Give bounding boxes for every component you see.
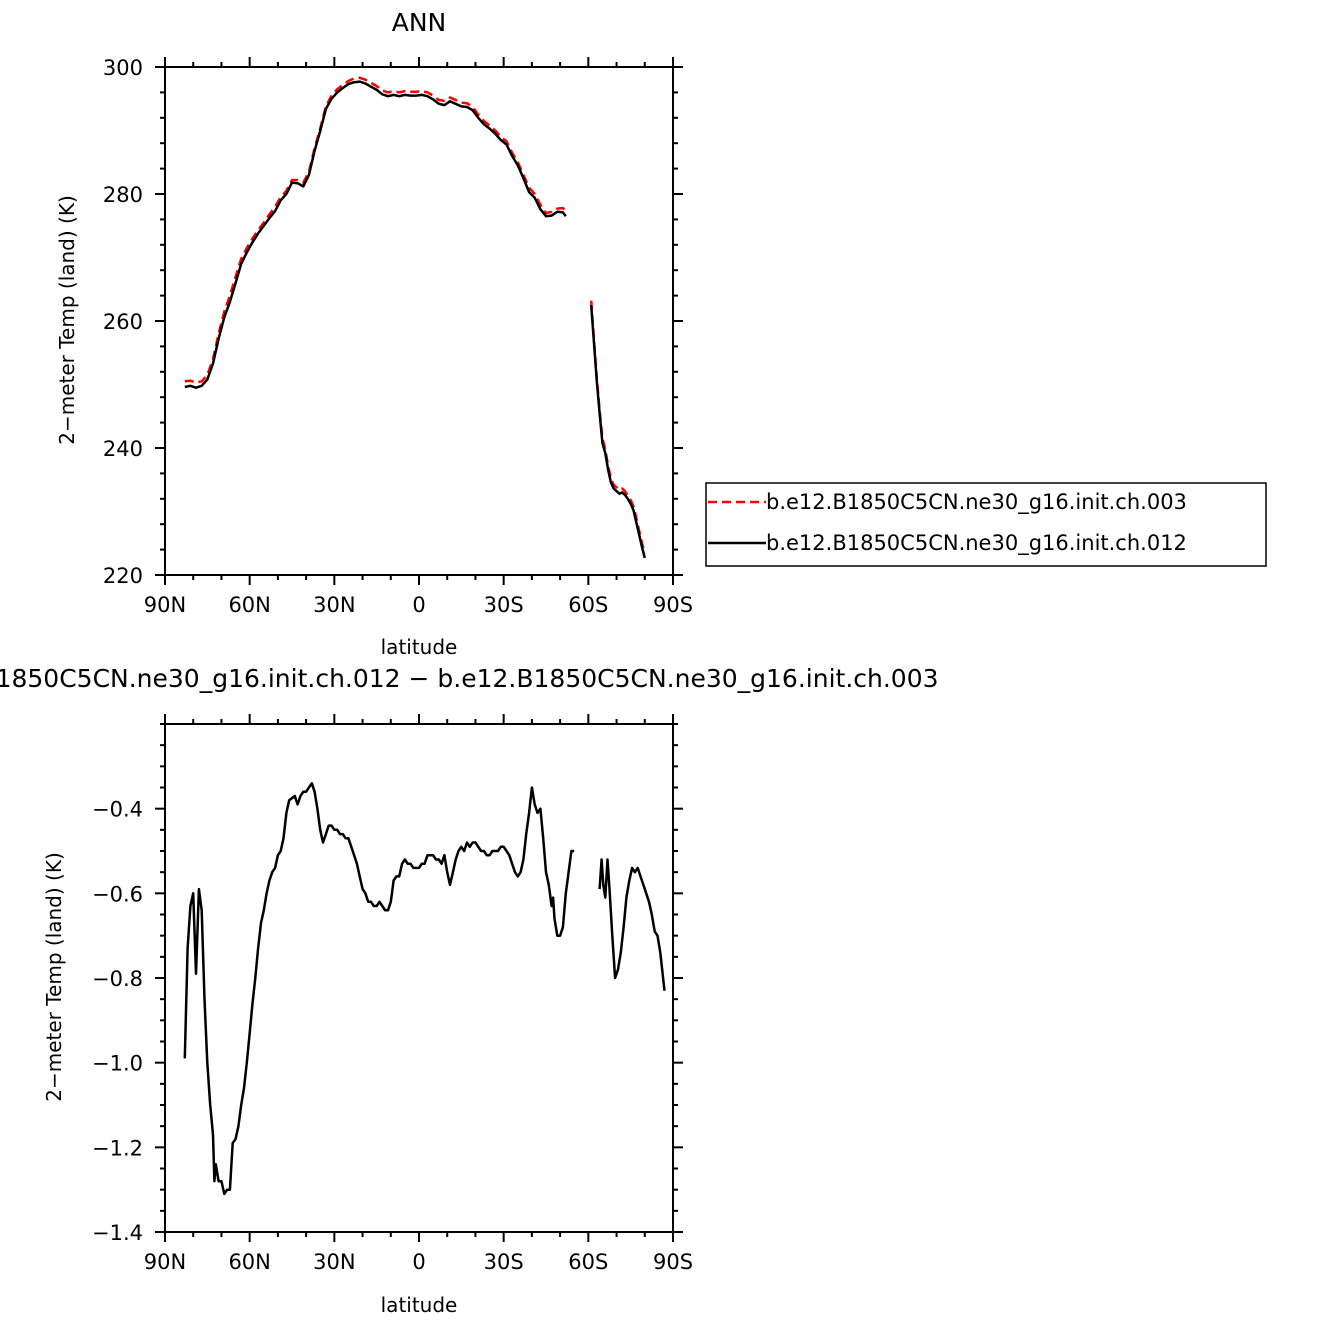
top-series-1-segment-0 <box>184 80 567 389</box>
top-series-1-segment-1 <box>589 305 647 559</box>
top-y-tick-label: 280 <box>103 183 143 207</box>
top-x-tick-label: 60N <box>228 593 270 617</box>
top-panel-annual-temperature: ANN latitude 2−meter Temp (land) (K) 90N… <box>55 8 693 659</box>
bottom-x-tick-label: 60S <box>568 1250 608 1274</box>
bottom-x-tick-label: 30S <box>484 1250 524 1274</box>
legend-label-series-012: b.e12.B1850C5CN.ne30_g16.init.ch.012 <box>766 531 1187 556</box>
top-plot-frame <box>164 66 674 576</box>
bottom-x-tick-label: 90N <box>144 1250 186 1274</box>
bottom-panel-x-axis-title: latitude <box>381 1293 458 1317</box>
bottom-y-tick-label: −1.2 <box>92 1136 143 1160</box>
top-series-0-segment-1 <box>589 300 646 554</box>
bottom-y-tick-label: −1.0 <box>92 1052 143 1076</box>
legend-box <box>705 482 1267 567</box>
top-x-tick-label: 90N <box>144 593 186 617</box>
top-panel-y-axis-title: 2−meter Temp (land) (K) <box>55 195 79 445</box>
bottom-x-tick-label: 60N <box>228 1250 270 1274</box>
bottom-x-tick-label: 0 <box>412 1250 425 1274</box>
top-x-tick-label: 60S <box>568 593 608 617</box>
top-panel-x-axis-title: latitude <box>381 635 458 659</box>
top-y-tick-label: 240 <box>103 437 143 461</box>
bottom-x-tick-label: 30N <box>313 1250 355 1274</box>
bottom-panel-title: b.e12.B1850C5CN.ne30_g16.init.ch.012 − b… <box>0 664 939 693</box>
top-x-tick-label: 30S <box>484 593 524 617</box>
legend: b.e12.B1850C5CN.ne30_g16.init.ch.003 b.e… <box>705 482 1267 567</box>
bottom-series-0-segment-1 <box>598 858 666 991</box>
bottom-panel-y-axis-title: 2−meter Temp (land) (K) <box>42 852 66 1102</box>
top-panel-title: ANN <box>392 8 447 37</box>
top-x-tick-label: 90S <box>653 593 693 617</box>
top-y-tick-label: 220 <box>103 564 143 588</box>
top-x-tick-label: 30N <box>313 593 355 617</box>
bottom-series-0-segment-0 <box>183 782 575 1196</box>
bottom-y-tick-label: −0.4 <box>92 798 143 822</box>
top-x-tick-label: 0 <box>412 593 425 617</box>
bottom-x-tick-label: 90S <box>653 1250 693 1274</box>
top-series-0-segment-0 <box>184 76 567 384</box>
top-y-tick-label: 300 <box>103 56 143 80</box>
bottom-panel-difference: b.e12.B1850C5CN.ne30_g16.init.ch.012 − b… <box>0 664 939 1317</box>
legend-label-series-003: b.e12.B1850C5CN.ne30_g16.init.ch.003 <box>766 490 1187 515</box>
bottom-y-tick-label: −0.8 <box>92 967 143 991</box>
bottom-plot-frame <box>164 723 674 1233</box>
top-y-tick-label: 260 <box>103 310 143 334</box>
bottom-y-tick-label: −1.4 <box>92 1221 143 1245</box>
bottom-y-tick-label: −0.6 <box>92 882 143 906</box>
